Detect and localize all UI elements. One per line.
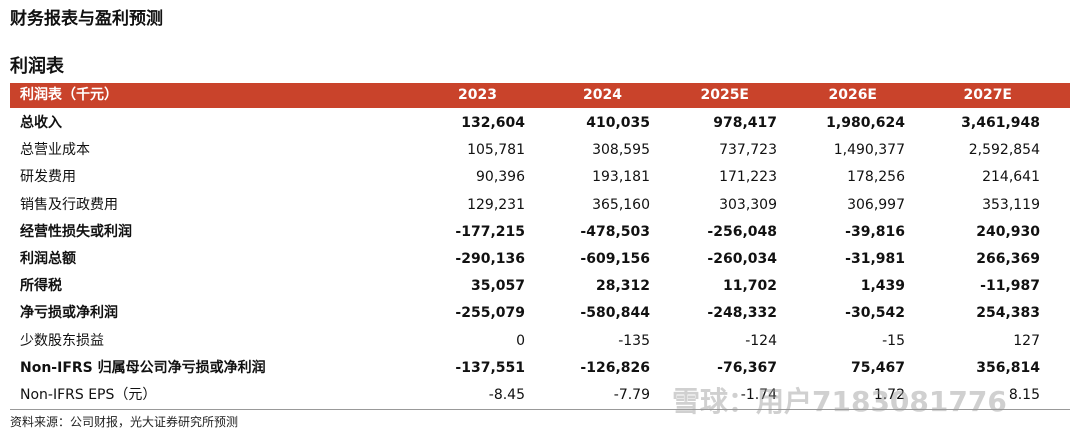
table-row: 所得税 35,057 28,312 11,702 1,439 -11,987	[10, 273, 1070, 300]
table-cell: -135	[618, 332, 650, 349]
row-label: 净亏损或净利润	[20, 305, 118, 322]
table-cell: -39,816	[845, 223, 905, 240]
table-cell: -30,542	[845, 305, 905, 322]
table-row: 总营业成本 105,781 308,595 737,723 1,490,377 2,592…	[10, 137, 1070, 164]
table-cell: 127	[1013, 332, 1040, 349]
table-cell: 1,439	[860, 278, 905, 295]
table-cell: 356,814	[976, 359, 1040, 376]
page-title: 财务报表与盈利预测	[10, 9, 163, 29]
table-cell: 75,467	[850, 359, 905, 376]
table-cell: -8.45	[488, 387, 525, 403]
table-cell: 3,461,948	[961, 115, 1040, 131]
table-cell: 8.15	[1008, 387, 1040, 403]
table-cell: -255,079	[455, 305, 525, 322]
table-cell: 0	[516, 332, 525, 349]
table-cell: -124	[745, 332, 777, 349]
table-cell: 2,592,854	[968, 142, 1040, 159]
table-rule	[10, 409, 1070, 410]
table-row: 利润总额 -290,136 -609,156 -260,034 -31,981 266,3…	[10, 246, 1070, 273]
table-cell: -7.79	[613, 387, 650, 403]
table-cell: 308,595	[592, 142, 650, 159]
table-cell: 240,930	[976, 223, 1040, 240]
table-cell: 254,383	[976, 305, 1040, 322]
table-cell: -256,048	[707, 223, 777, 240]
table-cell: -177,215	[455, 223, 525, 240]
table-cell: 171,223	[719, 169, 777, 186]
table-cell: -290,136	[455, 251, 525, 267]
column-header: 2024	[583, 87, 622, 103]
column-header: 2025E	[700, 87, 749, 103]
table-row: 少数股东损益 0 -135 -124 -15 127	[10, 328, 1070, 355]
table-cell: -31,981	[845, 251, 905, 267]
table-cell: 28,312	[595, 278, 650, 295]
table-cell: 365,160	[592, 196, 650, 213]
table-row: 销售及行政费用 129,231 365,160 303,309 306,997 353,1…	[10, 192, 1070, 219]
table-cell: 353,119	[982, 196, 1040, 213]
table-cell: -11,987	[980, 278, 1040, 295]
table-cell: 1,980,624	[826, 115, 905, 131]
table-cell: 178,256	[847, 169, 905, 186]
table-cell: 1,490,377	[833, 142, 905, 159]
table-cell: -609,156	[580, 251, 650, 267]
row-label: Non-IFRS EPS（元）	[20, 387, 157, 403]
table-cell: -15	[882, 332, 905, 349]
row-label: 销售及行政费用	[20, 196, 118, 213]
table-cell: 105,781	[467, 142, 525, 159]
table-cell: 737,723	[719, 142, 777, 159]
table-cell: 90,396	[476, 169, 525, 186]
table-cell: 978,417	[713, 115, 777, 131]
table-cell: -137,551	[455, 359, 525, 376]
column-header: 利润表（千元）	[20, 87, 118, 103]
row-label: 利润总额	[20, 251, 76, 267]
table-cell: 193,181	[592, 169, 650, 186]
table-cell: -76,367	[717, 359, 777, 376]
table-row: 总收入 132,604 410,035 978,417 1,980,624 3,461,9…	[10, 110, 1070, 137]
table-cell: 35,057	[470, 278, 525, 295]
watermark: 雪球：用户7183081776	[672, 385, 1007, 418]
column-header: 2023	[458, 87, 497, 103]
table-cell: -1.74	[740, 387, 777, 403]
table-cell: 214,641	[982, 169, 1040, 186]
table-cell: -248,332	[707, 305, 777, 322]
row-label: 所得税	[20, 278, 62, 295]
table-cell: 410,035	[586, 115, 650, 131]
table-cell: -580,844	[580, 305, 650, 322]
table-cell: -126,826	[580, 359, 650, 376]
row-label: 总收入	[20, 115, 62, 131]
table-cell: 303,309	[719, 196, 777, 213]
table-row: Non-IFRS 归属母公司净亏损或净利润 -137,551 -126,826 -76…	[10, 355, 1070, 382]
row-label: 研发费用	[20, 169, 76, 186]
row-label: Non-IFRS 归属母公司净亏损或净利润	[20, 359, 266, 376]
row-label: 总营业成本	[20, 142, 90, 159]
table-row: 研发费用 90,396 193,181 171,223 178,256 214,641	[10, 164, 1070, 191]
table-cell: 132,604	[461, 115, 525, 131]
source-note: 资料来源：公司财报，光大证券研究所预测	[10, 415, 239, 429]
section-title: 利润表	[10, 56, 64, 77]
table-cell: -260,034	[707, 251, 777, 267]
table-cell: 266,369	[976, 251, 1040, 267]
column-header: 2026E	[828, 87, 877, 103]
table-cell: 129,231	[467, 196, 525, 213]
table-row: Non-IFRS EPS（元） -8.45 -7.79 -1.74 1.72 8.15	[10, 382, 1070, 409]
table-cell: 306,997	[847, 196, 905, 213]
table-header: 利润表（千元） 2023 2024 2025E 2026E 2027E	[10, 83, 1070, 108]
table-row: 净亏损或净利润 -255,079 -580,844 -248,332 -30,542 25…	[10, 300, 1070, 327]
table-cell: 1.72	[873, 387, 905, 403]
row-label: 少数股东损益	[20, 332, 104, 349]
table-row: 经营性损失或利润 -177,215 -478,503 -256,048 -39,816 2…	[10, 219, 1070, 246]
table-cell: -478,503	[580, 223, 650, 240]
table-cell: 11,702	[722, 278, 777, 295]
column-header: 2027E	[963, 87, 1012, 103]
row-label: 经营性损失或利润	[20, 223, 132, 240]
